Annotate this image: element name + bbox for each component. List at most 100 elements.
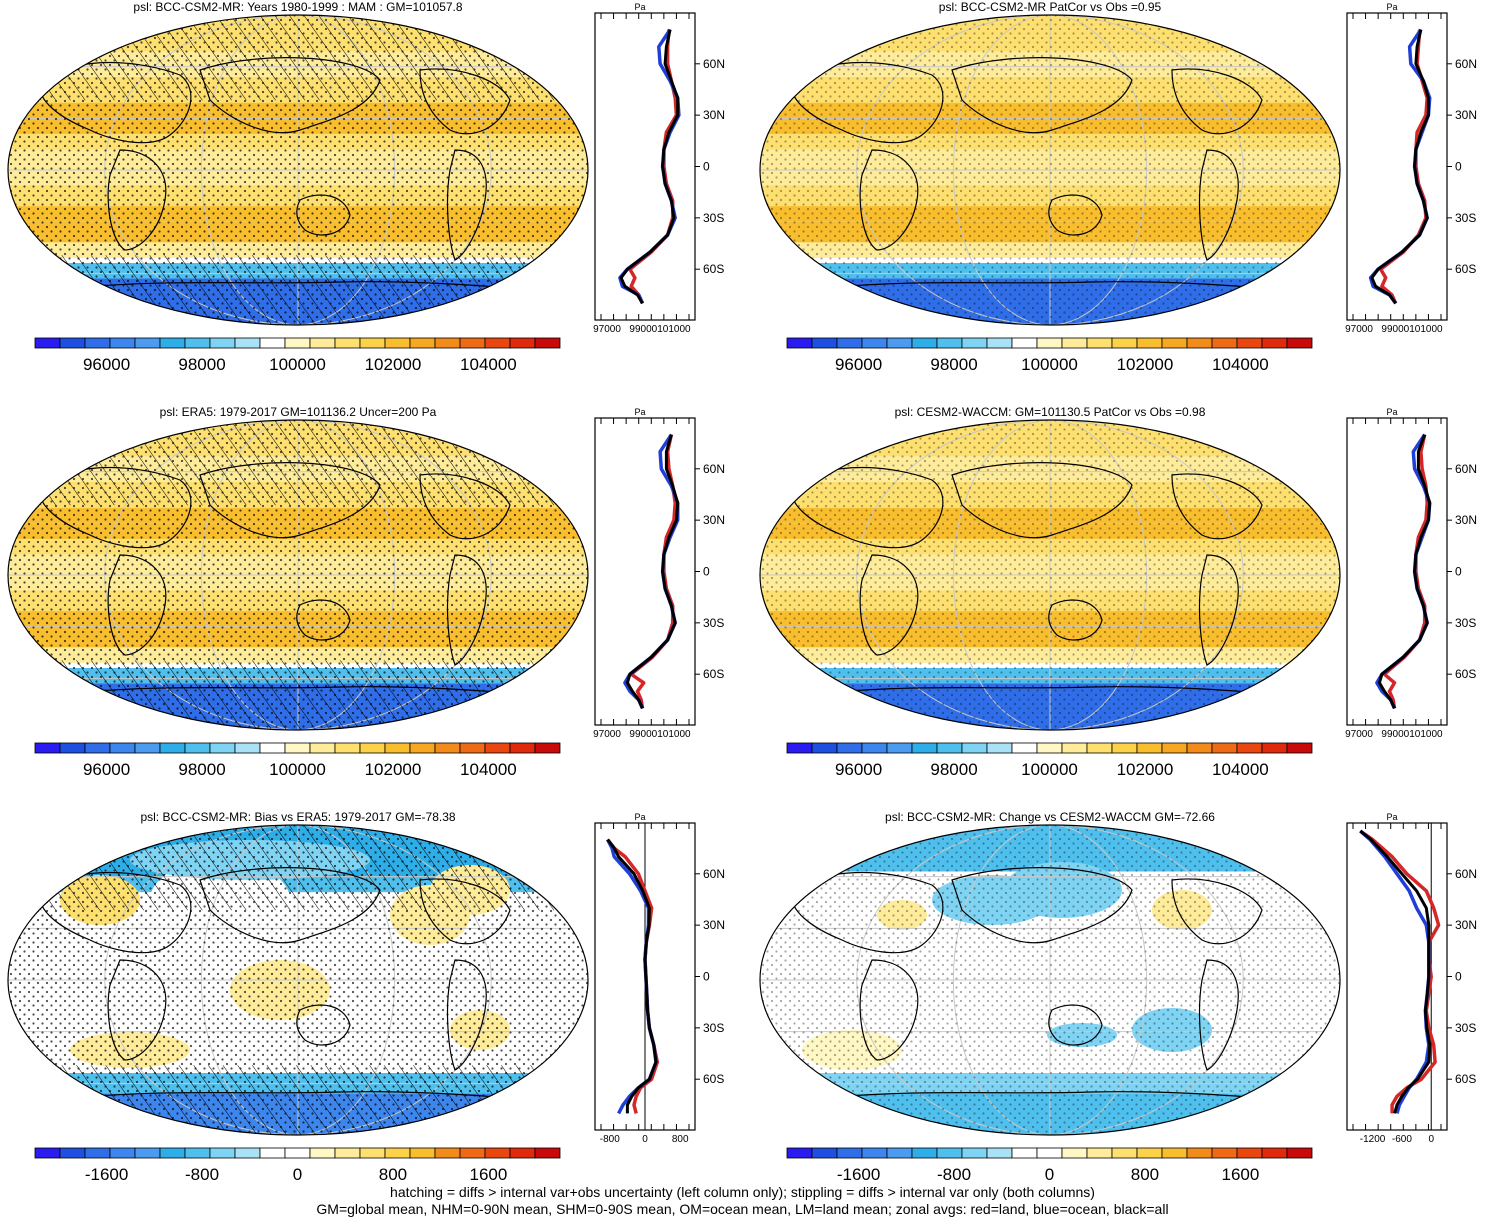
stippling-overlay [760,15,1340,325]
colorbar-cell [459,337,486,349]
profile-line-all [1370,29,1430,305]
colorbar-cell [1111,337,1138,349]
colorbar-cell [1086,1147,1113,1159]
colorbar: 96000 98000 100000 102000 104000 [786,337,1313,374]
colorbar-cell [209,1147,236,1159]
profile-lat-label: 0 [703,160,710,174]
profile-lat-label: 30N [703,108,725,122]
profile-line-all [606,838,658,1114]
profile-unit: Pa [1386,2,1397,12]
colorbar-cell [886,742,913,754]
map-border [7,419,589,731]
colorbar-cell [509,1147,536,1159]
hatching-overlay [8,825,588,911]
colorbar-cell [1086,742,1113,754]
profile-line-ocean [606,838,658,1115]
colorbar-cell [936,742,963,754]
colorbar-tick-label: 1600 [469,1165,507,1184]
colorbar-cell [1036,742,1063,754]
colorbar-cell [134,1147,161,1159]
hatching-overlay [8,255,588,325]
colorbar-cell [359,337,386,349]
colorbar-cell [409,1147,436,1159]
colorbar-tick-label: 800 [1131,1165,1159,1184]
panel-1: psl: BCC-CSM2-MR: Years 1980-1999 : MAM … [7,0,725,374]
colorbar-cell [134,337,161,349]
colorbar-cell [836,742,863,754]
profile-lat-label: 30N [703,513,725,527]
profile-lat-label: 30S [1455,1021,1476,1035]
colorbar-cell [786,742,813,754]
profile-lat-label: 0 [1455,970,1462,984]
profile-lat-label: 30S [703,1021,724,1035]
colorbar-cell [1036,1147,1063,1159]
profile-unit: Pa [634,812,645,822]
colorbar-tick-label: 100000 [1021,760,1078,779]
colorbar-cell [334,742,361,754]
colorbar-tick-label: 100000 [269,760,326,779]
profile-lat-label: 60S [703,262,724,276]
colorbar-cell [534,1147,561,1159]
stippling-overlay [760,420,1340,730]
profile-lat-label: 0 [703,970,710,984]
panel-title: psl: ERA5: 1979-2017 GM=101136.2 Uncer=2… [160,405,437,419]
zonal-profile: Pa 60N 30N 0 30S 60S -800 0 800 [594,812,725,1145]
colorbar-cell [886,337,913,349]
colorbar-cell [1011,742,1038,754]
colorbar-cell [936,1147,963,1159]
profile-unit: Pa [1386,812,1397,822]
colorbar-cell [1161,1147,1188,1159]
profile-lat-label: 60N [1455,57,1477,71]
colorbar-cell [811,337,838,349]
colorbar-cell [184,1147,211,1159]
colorbar-cell [986,337,1013,349]
colorbar-tick-label: 104000 [460,355,517,374]
colorbar-cell [209,742,236,754]
colorbar-cell [284,337,311,349]
colorbar-tick-label: 98000 [930,355,977,374]
profile-x-label: -600 [1392,1134,1412,1145]
profile-lat-label: 60S [703,667,724,681]
profile-line-all [1377,434,1432,710]
profile-lat-label: 30S [703,211,724,225]
colorbar-cell [961,337,988,349]
colorbar-cell [1111,742,1138,754]
profile-lat-label: 0 [1455,565,1462,579]
colorbar-tick-label: 100000 [1021,355,1078,374]
colorbar-cell [1136,1147,1163,1159]
colorbar: 96000 98000 100000 102000 104000 [34,742,561,779]
colorbar-cell [334,1147,361,1159]
panel-title: psl: CESM2-WACCM: GM=101130.5 PatCor vs … [895,405,1206,419]
colorbar-tick-label: 96000 [835,760,882,779]
profile-unit: Pa [634,407,645,417]
colorbar-cell [159,1147,186,1159]
colorbar-tick-label: -1600 [837,1165,880,1184]
colorbar-cell [459,742,486,754]
profile-frame [1346,12,1448,321]
colorbar-tick-label: 98000 [178,355,225,374]
colorbar-cell [861,1147,888,1159]
colorbar-cell [59,1147,86,1159]
colorbar-cell [484,742,511,754]
colorbar-cell [134,742,161,754]
profile-lat-label: 30S [1455,616,1476,630]
profile-lat-label: 60N [1455,462,1477,476]
profile-line-all [619,29,680,305]
colorbar-cell [59,337,86,349]
colorbar-cell [1161,337,1188,349]
profile-lat-label: 60S [703,1072,724,1086]
colorbar-cell [911,1147,938,1159]
colorbar-cell [1061,1147,1088,1159]
colorbar-cell [786,337,813,349]
profile-x-label: 97000 [1345,729,1373,740]
colorbar-cell [1286,742,1313,754]
hatching-overlay [8,1065,588,1135]
colorbar-tick-label: 98000 [930,760,977,779]
panel-2: psl: BCC-CSM2-MR PatCor vs Obs =0.95 9600… [759,0,1477,374]
colorbar-cell [309,337,336,349]
stippling-overlay [760,825,1340,1135]
colorbar-cell [109,742,136,754]
colorbar-cell [259,337,286,349]
profile-x-label: 97000 [1345,324,1373,335]
